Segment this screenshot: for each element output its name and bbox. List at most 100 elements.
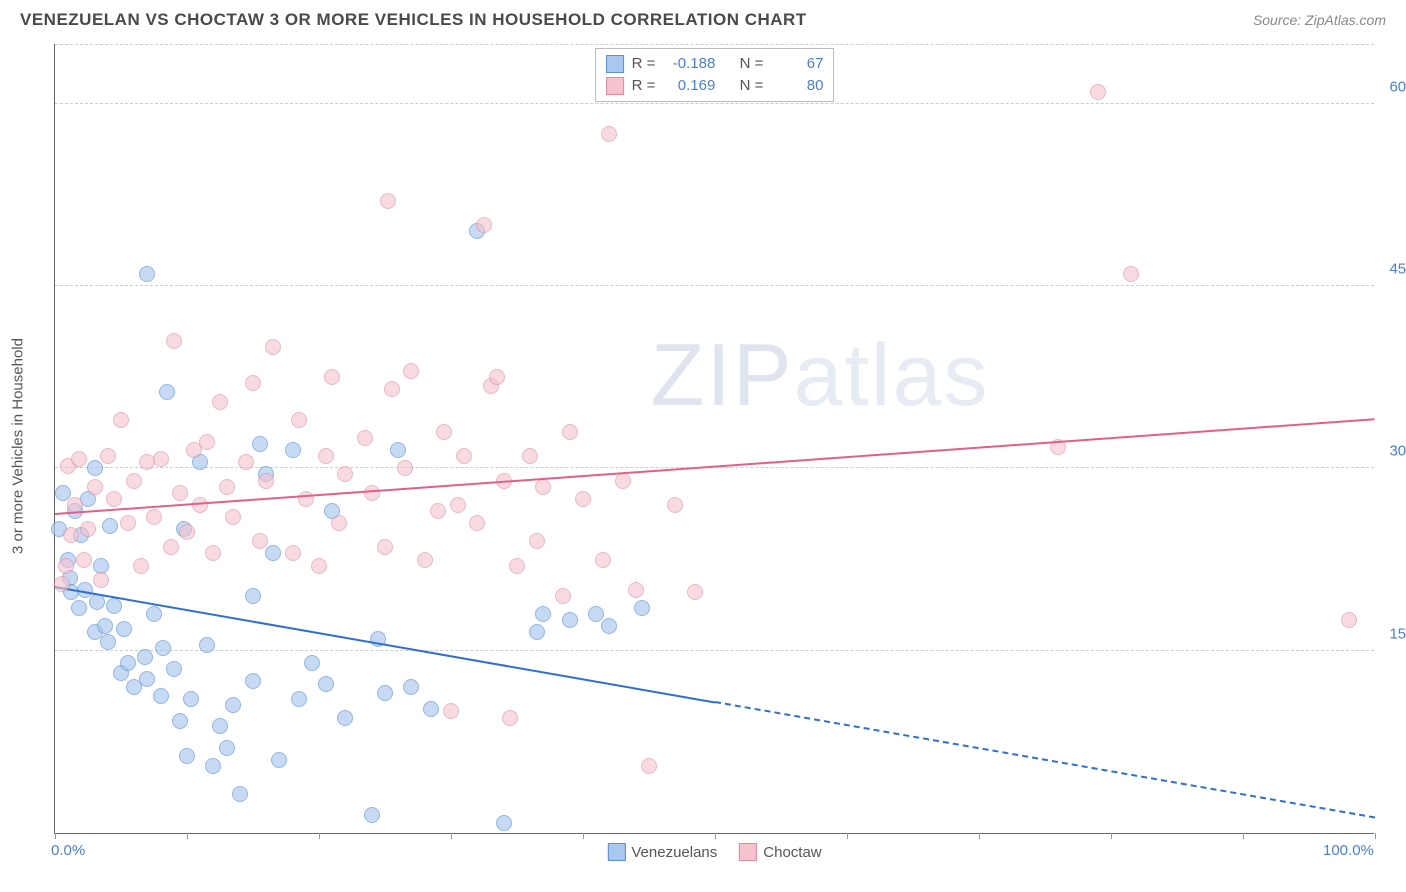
legend-swatch bbox=[606, 77, 624, 95]
data-point bbox=[502, 710, 518, 726]
x-tick bbox=[1111, 833, 1112, 839]
data-point bbox=[179, 524, 195, 540]
data-point bbox=[172, 713, 188, 729]
data-point bbox=[252, 533, 268, 549]
data-point bbox=[304, 655, 320, 671]
data-point bbox=[212, 394, 228, 410]
data-point bbox=[562, 424, 578, 440]
legend-swatch bbox=[606, 55, 624, 73]
y-tick-label: 30.0% bbox=[1382, 443, 1406, 460]
data-point bbox=[417, 552, 433, 568]
gridline bbox=[55, 44, 1374, 45]
r-label: R = bbox=[632, 53, 656, 75]
data-point bbox=[529, 533, 545, 549]
legend-label: Venezuelans bbox=[631, 844, 717, 861]
data-point bbox=[183, 691, 199, 707]
data-point bbox=[106, 491, 122, 507]
x-tick bbox=[187, 833, 188, 839]
data-point bbox=[337, 466, 353, 482]
data-point bbox=[324, 369, 340, 385]
data-point bbox=[423, 701, 439, 717]
n-label: N = bbox=[740, 53, 764, 75]
r-label: R = bbox=[632, 75, 656, 97]
data-point bbox=[80, 521, 96, 537]
data-point bbox=[555, 588, 571, 604]
data-point bbox=[163, 539, 179, 555]
data-point bbox=[522, 448, 538, 464]
scatter-chart: ZIPatlas R =-0.188 N =67R =0.169 N =80 V… bbox=[54, 44, 1374, 834]
gridline bbox=[55, 285, 1374, 286]
data-point bbox=[139, 671, 155, 687]
series-legend: Venezuelans Choctaw bbox=[607, 843, 821, 861]
data-point bbox=[311, 558, 327, 574]
data-point bbox=[298, 491, 314, 507]
data-point bbox=[285, 442, 301, 458]
data-point bbox=[390, 442, 406, 458]
data-point bbox=[430, 503, 446, 519]
data-point bbox=[252, 436, 268, 452]
trend-line bbox=[715, 701, 1375, 818]
data-point bbox=[285, 545, 301, 561]
x-tick-label: 100.0% bbox=[1323, 842, 1374, 859]
data-point bbox=[153, 451, 169, 467]
data-point bbox=[219, 479, 235, 495]
data-point bbox=[397, 460, 413, 476]
n-value: 80 bbox=[771, 75, 823, 97]
data-point bbox=[588, 606, 604, 622]
data-point bbox=[271, 752, 287, 768]
data-point bbox=[357, 430, 373, 446]
chart-title: VENEZUELAN VS CHOCTAW 3 OR MORE VEHICLES… bbox=[20, 10, 807, 30]
legend-row: R =-0.188 N =67 bbox=[606, 53, 824, 75]
data-point bbox=[87, 460, 103, 476]
data-point bbox=[1090, 84, 1106, 100]
data-point bbox=[489, 369, 505, 385]
correlation-legend: R =-0.188 N =67R =0.169 N =80 bbox=[595, 48, 835, 102]
legend-swatch bbox=[607, 843, 625, 861]
data-point bbox=[258, 473, 274, 489]
data-point bbox=[535, 606, 551, 622]
data-point bbox=[291, 691, 307, 707]
data-point bbox=[496, 815, 512, 831]
data-point bbox=[153, 688, 169, 704]
data-point bbox=[245, 588, 261, 604]
legend-swatch bbox=[739, 843, 757, 861]
data-point bbox=[219, 740, 235, 756]
data-point bbox=[245, 375, 261, 391]
r-value: -0.188 bbox=[663, 53, 715, 75]
data-point bbox=[318, 676, 334, 692]
data-point bbox=[225, 697, 241, 713]
x-tick bbox=[979, 833, 980, 839]
data-point bbox=[71, 600, 87, 616]
data-point bbox=[337, 710, 353, 726]
data-point bbox=[436, 424, 452, 440]
data-point bbox=[97, 618, 113, 634]
data-point bbox=[667, 497, 683, 513]
data-point bbox=[58, 558, 74, 574]
data-point bbox=[100, 448, 116, 464]
data-point bbox=[205, 545, 221, 561]
data-point bbox=[126, 473, 142, 489]
data-point bbox=[634, 600, 650, 616]
watermark: ZIPatlas bbox=[651, 324, 990, 426]
data-point bbox=[102, 518, 118, 534]
data-point bbox=[245, 673, 261, 689]
data-point bbox=[1123, 266, 1139, 282]
data-point bbox=[120, 515, 136, 531]
data-point bbox=[1341, 612, 1357, 628]
data-point bbox=[601, 126, 617, 142]
data-point bbox=[172, 485, 188, 501]
data-point bbox=[155, 640, 171, 656]
data-point bbox=[331, 515, 347, 531]
legend-label: Choctaw bbox=[763, 844, 821, 861]
data-point bbox=[469, 515, 485, 531]
data-point bbox=[137, 649, 153, 665]
data-point bbox=[139, 266, 155, 282]
data-point bbox=[205, 758, 221, 774]
r-value: 0.169 bbox=[663, 75, 715, 97]
data-point bbox=[384, 381, 400, 397]
x-tick bbox=[583, 833, 584, 839]
data-point bbox=[116, 621, 132, 637]
data-point bbox=[199, 637, 215, 653]
data-point bbox=[54, 576, 70, 592]
data-point bbox=[265, 339, 281, 355]
